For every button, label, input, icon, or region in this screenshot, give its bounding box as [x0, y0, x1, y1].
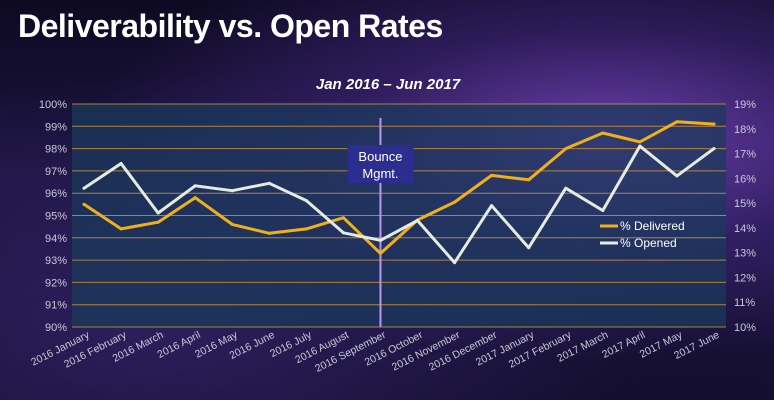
data-point — [156, 211, 160, 215]
y-tick-right: 10% — [734, 322, 756, 334]
y-tick-left: 99% — [45, 121, 67, 133]
data-point — [564, 186, 568, 190]
data-point — [230, 222, 234, 226]
data-point — [638, 144, 642, 148]
y-tick-right: 15% — [734, 198, 756, 210]
y-tick-left: 93% — [45, 255, 67, 267]
data-point — [490, 173, 494, 177]
y-tick-left: 100% — [39, 99, 67, 111]
data-point — [230, 189, 234, 193]
data-point — [119, 227, 123, 231]
y-tick-left: 98% — [45, 144, 67, 156]
data-point — [156, 220, 160, 224]
data-point — [416, 218, 420, 222]
y-tick-left: 91% — [45, 300, 67, 312]
y-tick-right: 11% — [734, 297, 755, 309]
annotation-label-line1: Bounce — [358, 149, 402, 164]
data-point — [341, 216, 345, 220]
y-tick-right: 12% — [734, 272, 756, 284]
data-point — [675, 120, 679, 124]
y-tick-right: 19% — [734, 99, 756, 111]
data-point — [378, 251, 382, 255]
slide-title: Deliverability vs. Open Rates — [18, 8, 443, 44]
legend: % Delivered % Opened — [600, 219, 685, 250]
y-tick-right: 16% — [734, 173, 756, 185]
data-point — [638, 140, 642, 144]
data-point — [527, 246, 531, 250]
data-point — [267, 181, 271, 185]
y-tick-right: 18% — [734, 124, 756, 136]
legend-label-opened: % Opened — [620, 236, 677, 250]
annotation-label-line2: Mgmt. — [362, 166, 398, 181]
data-point — [304, 199, 308, 203]
data-point — [267, 231, 271, 235]
y-tick-left: 94% — [45, 233, 67, 245]
y-tick-left: 97% — [45, 166, 67, 178]
y-tick-left: 95% — [45, 211, 67, 223]
y-tick-right: 13% — [734, 248, 756, 260]
data-point — [119, 161, 123, 165]
data-point — [304, 227, 308, 231]
legend-label-delivered: % Delivered — [620, 219, 685, 233]
series-delivered-line — [82, 120, 716, 255]
data-point — [712, 122, 716, 126]
data-point — [193, 196, 197, 200]
annotation-box — [347, 145, 414, 183]
y-axis-right: 10% 11% 12% 13% 14% 15% 16% 17% 18% 19% — [734, 99, 756, 334]
y-tick-right: 14% — [734, 223, 756, 235]
data-point — [82, 186, 86, 190]
chart-subtitle: Jan 2016 – Jun 2017 — [316, 76, 461, 93]
data-point — [378, 238, 382, 242]
data-point — [453, 200, 457, 204]
y-tick-left: 92% — [45, 277, 67, 289]
data-point — [675, 174, 679, 178]
data-point — [564, 147, 568, 151]
y-axis-left: 90% 91% 92% 93% 94% 95% 96% 97% 98% 99% 100% — [39, 99, 67, 334]
data-point — [341, 231, 345, 235]
data-point — [712, 147, 716, 151]
data-point — [601, 131, 605, 135]
y-tick-left: 90% — [45, 322, 67, 334]
data-point — [527, 178, 531, 182]
y-tick-left: 96% — [45, 188, 67, 200]
series-opened-line — [82, 144, 716, 265]
y-tick-right: 17% — [734, 149, 756, 161]
data-point — [82, 202, 86, 206]
bounce-mgmt-annotation: Bounce Mgmt. — [347, 118, 414, 327]
data-point — [453, 261, 457, 265]
data-point — [601, 209, 605, 213]
data-point — [193, 184, 197, 188]
series — [82, 120, 716, 265]
data-point — [490, 204, 494, 208]
